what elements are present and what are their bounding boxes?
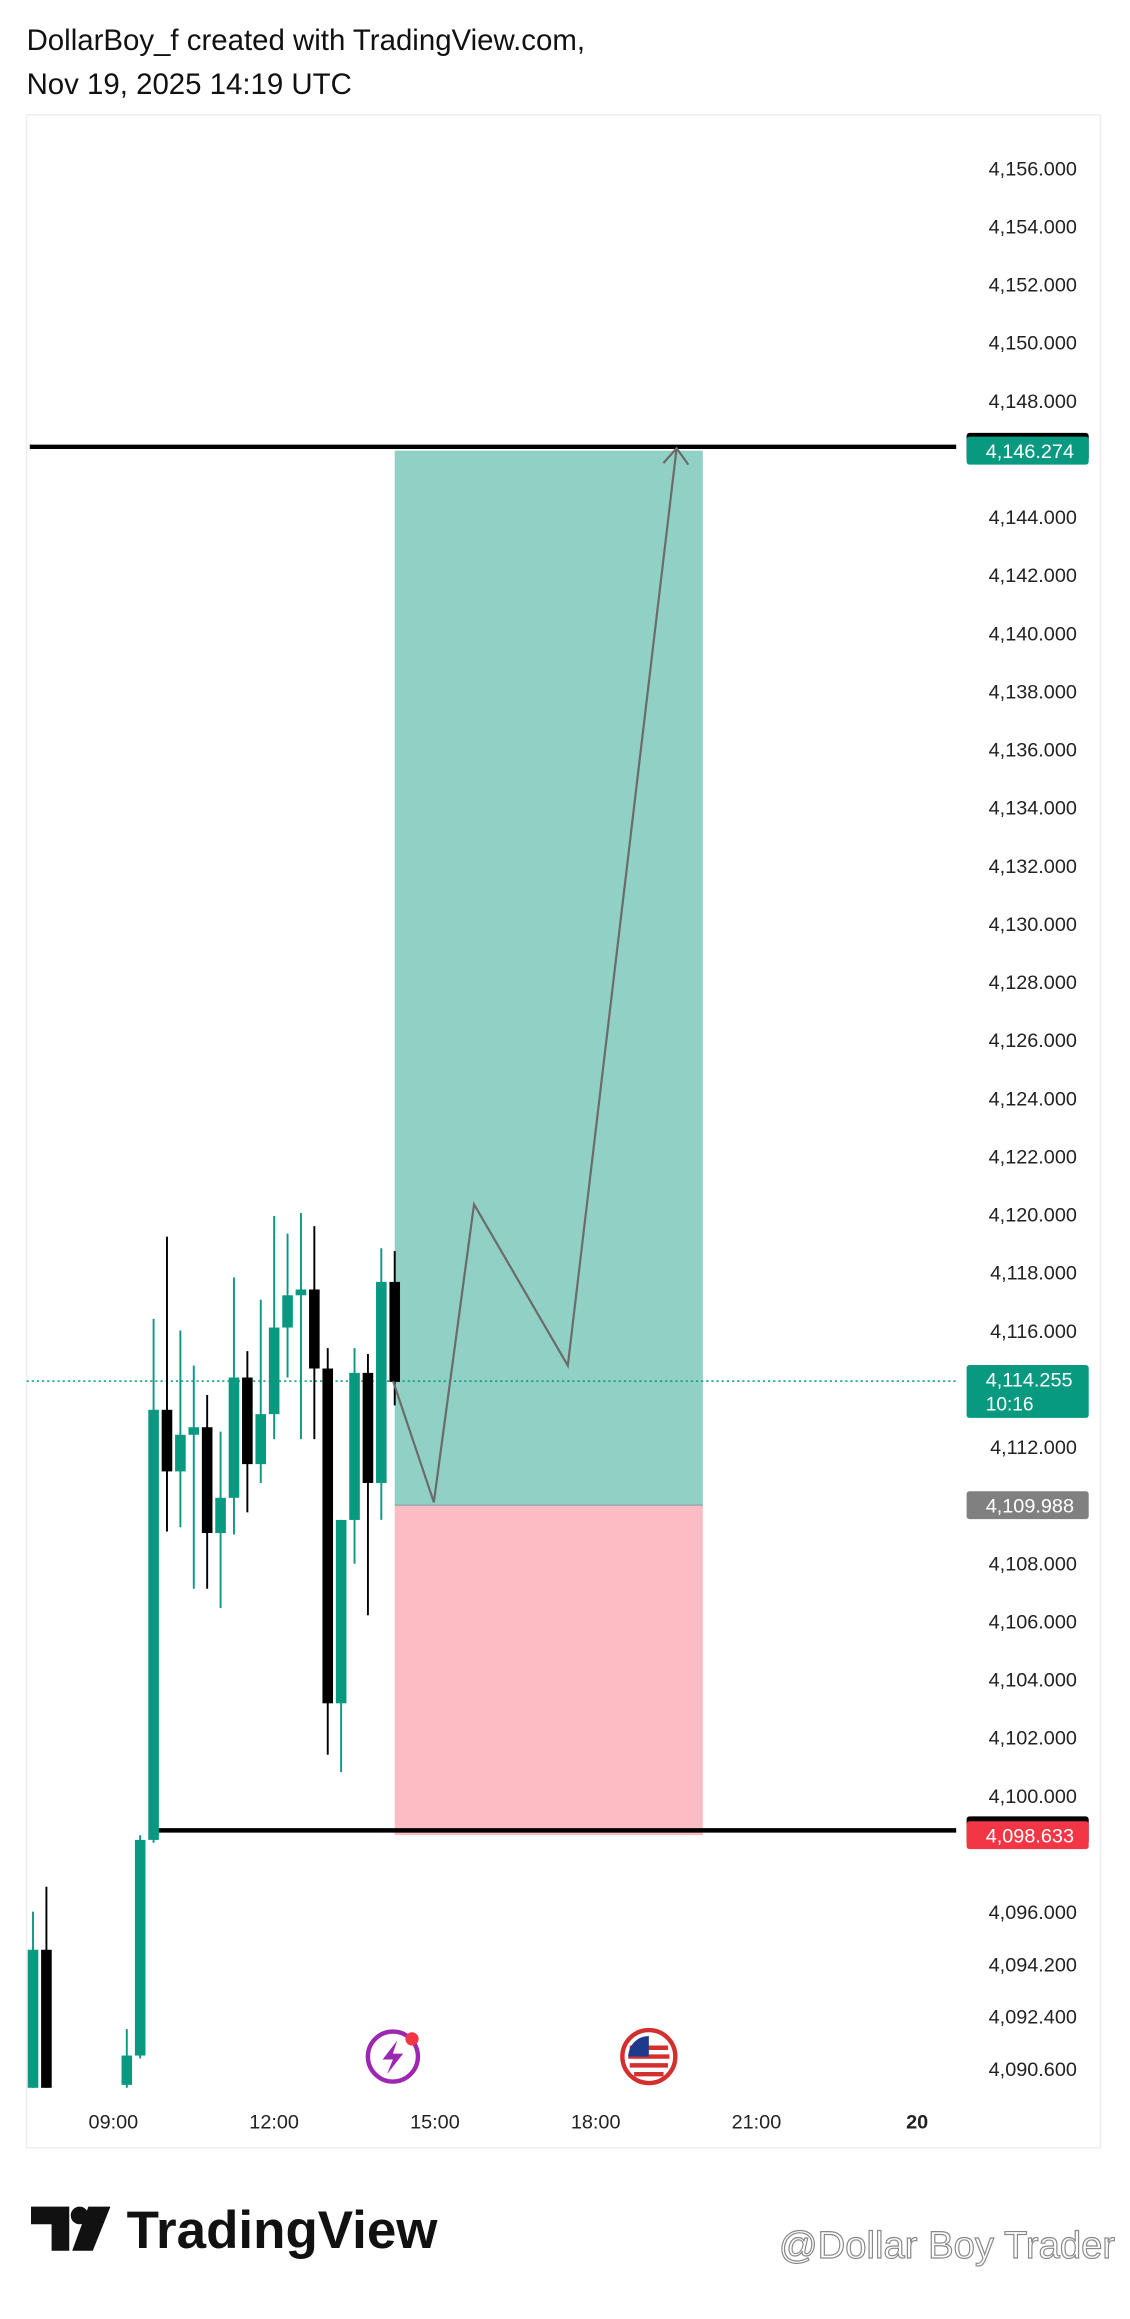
candle-body: [121, 2055, 133, 2085]
candle-body: [41, 1949, 52, 2088]
candle-body: [242, 1377, 253, 1465]
y-tick-label: 4,116.000: [990, 1321, 1077, 1343]
price-badge: [966, 436, 1089, 465]
y-tick-label: 4,154.000: [989, 216, 1077, 238]
candle-body: [376, 1281, 387, 1484]
candle-body: [255, 1414, 267, 1465]
price-badge: [966, 1491, 1089, 1520]
price-badge-label: 4,098.633: [986, 1826, 1074, 1848]
y-tick-label: 4,092.400: [989, 2007, 1077, 2029]
countdown: 10:16: [986, 1395, 1034, 1416]
projection-path: [392, 448, 678, 1503]
candle-body: [349, 1372, 360, 1520]
profit-zone: [394, 450, 703, 1506]
y-tick-label: 4,156.000: [989, 158, 1077, 180]
candle-body: [389, 1281, 401, 1382]
plot-area: [26, 444, 957, 2088]
candle-body: [134, 1839, 146, 2056]
y-tick-label: 4,118.000: [990, 1263, 1077, 1285]
x-tick-label: 12:00: [249, 2112, 299, 2134]
y-tick-label: 4,124.000: [989, 1088, 1077, 1110]
y-tick-label: 4,090.600: [989, 2059, 1077, 2081]
y-tick-label: 4,126.000: [989, 1030, 1077, 1052]
brand: TradingView: [127, 2201, 439, 2260]
price-badge: [966, 1821, 1089, 1850]
candle-body: [27, 1949, 39, 2088]
candle-body: [282, 1295, 293, 1328]
y-tick-label: 4,108.000: [989, 1553, 1077, 1575]
y-tick-label: 4,100.000: [989, 1786, 1077, 1808]
candle-body: [268, 1327, 280, 1415]
y-tick-label: 4,142.000: [989, 565, 1077, 587]
price-badge-label: 4,114.255: [986, 1369, 1073, 1391]
y-tick-label: 4,102.000: [989, 1728, 1077, 1750]
y-tick-label: 4,132.000: [989, 856, 1077, 878]
axes: 4,156.000 4,154.000 4,152.000 4,150.000 4,14…: [89, 158, 1089, 2134]
y-tick-label: 4,120.000: [989, 1205, 1077, 1227]
y-tick-label: 4,150.000: [989, 333, 1077, 355]
candle-body: [362, 1372, 374, 1484]
header-line: Nov 19, 2025 14:19 UTC: [27, 68, 352, 101]
price-badge: [966, 1364, 1089, 1418]
y-tick-label: 4,144.000: [989, 507, 1077, 529]
x-tick-label: 18:00: [571, 2112, 621, 2134]
x-tick-label: 15:00: [410, 2112, 460, 2134]
candle-body: [215, 1497, 226, 1534]
candle-body: [322, 1368, 334, 1704]
y-tick-label: 4,096.000: [989, 1902, 1077, 1924]
y-tick-label: 4,106.000: [989, 1611, 1077, 1633]
event-icon: [620, 2027, 678, 2086]
candle-body: [188, 1427, 200, 1435]
event-icon: [365, 2029, 421, 2084]
projection-arrowhead: [662, 446, 690, 466]
y-tick-label: 4,104.000: [989, 1670, 1077, 1692]
y-tick-label: 4,136.000: [989, 740, 1077, 762]
loss-zone: [394, 1505, 703, 1836]
y-tick-label: 4,148.000: [989, 391, 1077, 413]
x-tick-label: 09:00: [89, 2112, 139, 2134]
candle-body: [161, 1409, 173, 1472]
y-tick-label: 4,130.000: [989, 914, 1077, 936]
y-tick-label: 4,138.000: [989, 681, 1077, 703]
price-badge-label: 4,146.274: [986, 441, 1074, 463]
candle-body: [335, 1519, 347, 1704]
price-badge-label: 4,109.988: [986, 1496, 1074, 1518]
y-tick-label: 4,134.000: [989, 798, 1077, 820]
x-tick-label: 20: [906, 2112, 928, 2134]
y-tick-label: 4,094.200: [989, 1954, 1077, 1976]
y-tick-label: 4,112.000: [990, 1437, 1077, 1459]
candle-body: [148, 1409, 159, 1840]
y-tick-label: 4,122.000: [989, 1146, 1077, 1168]
y-tick-label: 4,140.000: [989, 623, 1077, 645]
candle-body: [295, 1289, 307, 1296]
y-tick-label: 4,152.000: [989, 275, 1077, 297]
watermark: @Dollar Boy Trader: [779, 2224, 1116, 2267]
candle-body: [175, 1434, 186, 1472]
tradingview-logo: TradingView: [31, 2201, 438, 2260]
candle-body: [201, 1427, 213, 1534]
x-tick-label: 21:00: [732, 2112, 782, 2134]
y-tick-label: 4,128.000: [989, 972, 1077, 994]
candle-body: [309, 1289, 320, 1369]
header-line: DollarBoy_f created with TradingView.com…: [27, 24, 585, 57]
candle-body: [228, 1377, 240, 1498]
